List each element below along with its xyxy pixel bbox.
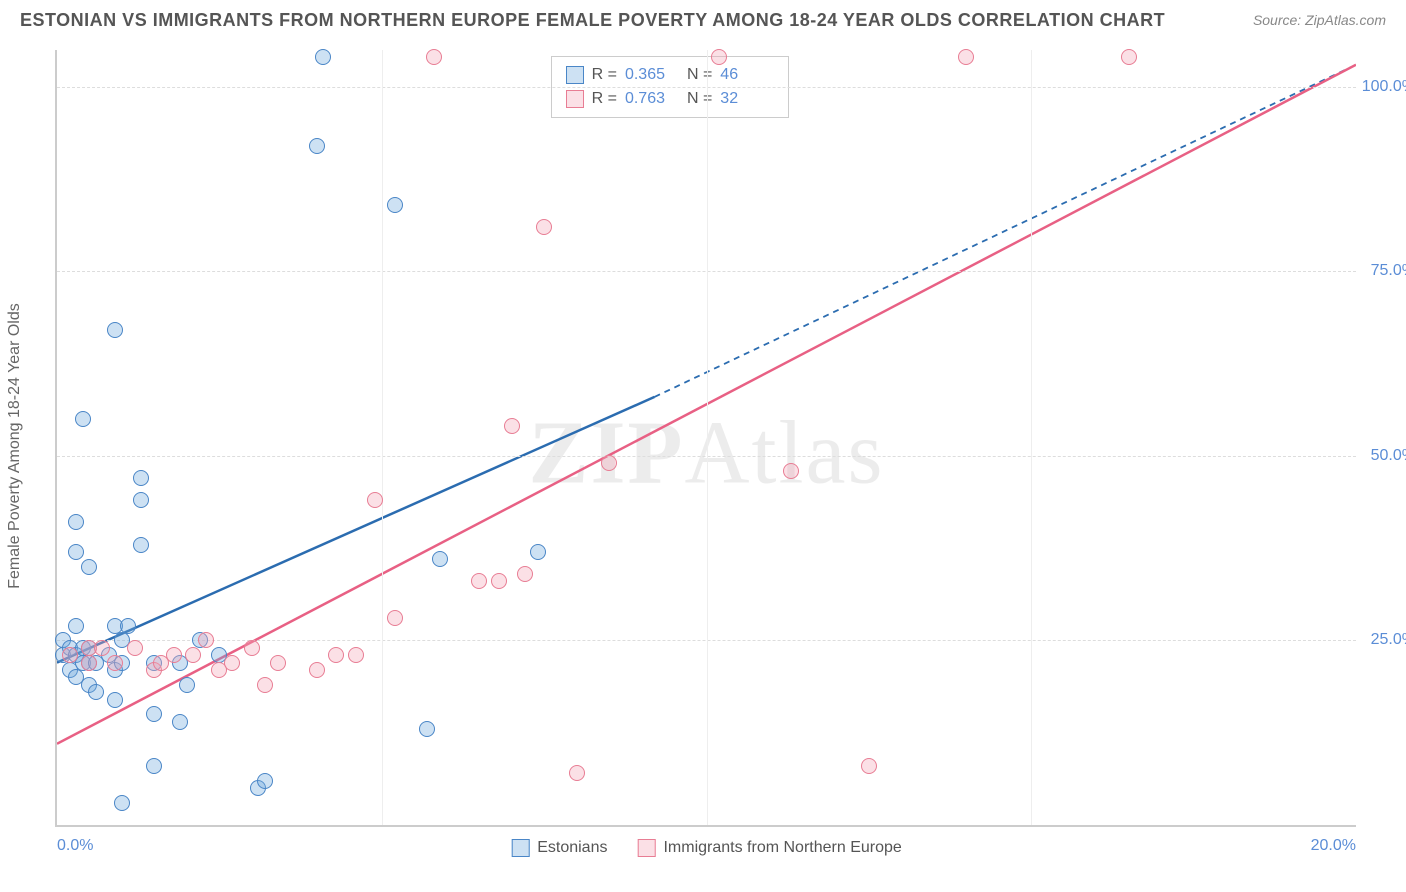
- legend-swatch: [637, 839, 655, 857]
- x-tick-label: 0.0%: [57, 837, 93, 855]
- data-point-est: [107, 692, 123, 708]
- data-point-est: [387, 197, 403, 213]
- data-point-imm: [127, 640, 143, 656]
- data-point-est: [120, 618, 136, 634]
- n-label: N =: [687, 66, 712, 84]
- legend-swatch: [511, 839, 529, 857]
- data-point-imm: [81, 655, 97, 671]
- r-label: R =: [592, 66, 617, 84]
- data-point-imm: [711, 49, 727, 65]
- legend-item-imm: Immigrants from Northern Europe: [637, 839, 901, 857]
- gridline-v: [1031, 50, 1032, 825]
- scatter-plot: ZIPAtlas R =0.365N =46R =0.763N =32 Esto…: [55, 50, 1356, 827]
- legend-label: Immigrants from Northern Europe: [663, 839, 901, 857]
- legend-label: Estonians: [537, 839, 607, 857]
- data-point-est: [133, 492, 149, 508]
- data-point-imm: [958, 49, 974, 65]
- data-point-imm: [107, 655, 123, 671]
- data-point-imm: [569, 765, 585, 781]
- data-point-est: [146, 758, 162, 774]
- data-point-imm: [244, 640, 260, 656]
- data-point-est: [133, 470, 149, 486]
- y-axis-label: Female Poverty Among 18-24 Year Olds: [6, 303, 24, 589]
- data-point-est: [419, 721, 435, 737]
- r-label: R =: [592, 90, 617, 108]
- data-point-est: [432, 551, 448, 567]
- data-point-imm: [504, 418, 520, 434]
- legend-swatch: [566, 66, 584, 84]
- y-tick-label: 100.0%: [1361, 78, 1406, 96]
- data-point-est: [81, 559, 97, 575]
- legend-row-est: R = 0.365 N = 46: [566, 63, 775, 87]
- data-point-est: [68, 618, 84, 634]
- data-point-imm: [62, 647, 78, 663]
- data-point-imm: [348, 647, 364, 663]
- data-point-imm: [257, 677, 273, 693]
- data-point-imm: [94, 640, 110, 656]
- trend-line-est: [57, 397, 655, 663]
- gridline-v: [707, 50, 708, 825]
- data-point-est: [179, 677, 195, 693]
- data-point-est: [315, 49, 331, 65]
- data-point-imm: [166, 647, 182, 663]
- data-point-imm: [185, 647, 201, 663]
- data-point-imm: [270, 655, 286, 671]
- data-point-imm: [861, 758, 877, 774]
- y-tick-label: 50.0%: [1361, 447, 1406, 465]
- data-point-imm: [224, 655, 240, 671]
- n-value: 32: [720, 90, 774, 108]
- chart-title: ESTONIAN VS IMMIGRANTS FROM NORTHERN EUR…: [20, 10, 1165, 31]
- data-point-imm: [387, 610, 403, 626]
- y-tick-label: 25.0%: [1361, 631, 1406, 649]
- data-point-imm: [601, 455, 617, 471]
- data-point-est: [68, 544, 84, 560]
- data-point-est: [172, 714, 188, 730]
- legend-item-est: Estonians: [511, 839, 607, 857]
- legend-swatch: [566, 90, 584, 108]
- data-point-est: [88, 684, 104, 700]
- data-point-imm: [517, 566, 533, 582]
- series-legend: Estonians Immigrants from Northern Europe: [511, 839, 902, 857]
- data-point-imm: [367, 492, 383, 508]
- data-point-est: [146, 706, 162, 722]
- n-label: N =: [687, 90, 712, 108]
- x-tick-label: 20.0%: [1311, 837, 1356, 855]
- data-point-imm: [198, 632, 214, 648]
- data-point-imm: [783, 463, 799, 479]
- legend-row-imm: R = 0.763 N = 32: [566, 87, 775, 111]
- data-point-imm: [536, 219, 552, 235]
- data-point-est: [68, 514, 84, 530]
- data-point-imm: [491, 573, 507, 589]
- data-point-est: [75, 411, 91, 427]
- data-point-est: [107, 322, 123, 338]
- data-point-imm: [1121, 49, 1137, 65]
- data-point-imm: [309, 662, 325, 678]
- data-point-imm: [426, 49, 442, 65]
- data-point-est: [309, 138, 325, 154]
- data-point-est: [133, 537, 149, 553]
- r-value: 0.365: [625, 66, 679, 84]
- gridline-v: [382, 50, 383, 825]
- data-point-est: [257, 773, 273, 789]
- data-point-imm: [471, 573, 487, 589]
- data-point-est: [530, 544, 546, 560]
- source-label: Source: ZipAtlas.com: [1253, 12, 1386, 28]
- n-value: 46: [720, 66, 774, 84]
- data-point-imm: [328, 647, 344, 663]
- r-value: 0.763: [625, 90, 679, 108]
- y-tick-label: 75.0%: [1361, 262, 1406, 280]
- data-point-est: [114, 795, 130, 811]
